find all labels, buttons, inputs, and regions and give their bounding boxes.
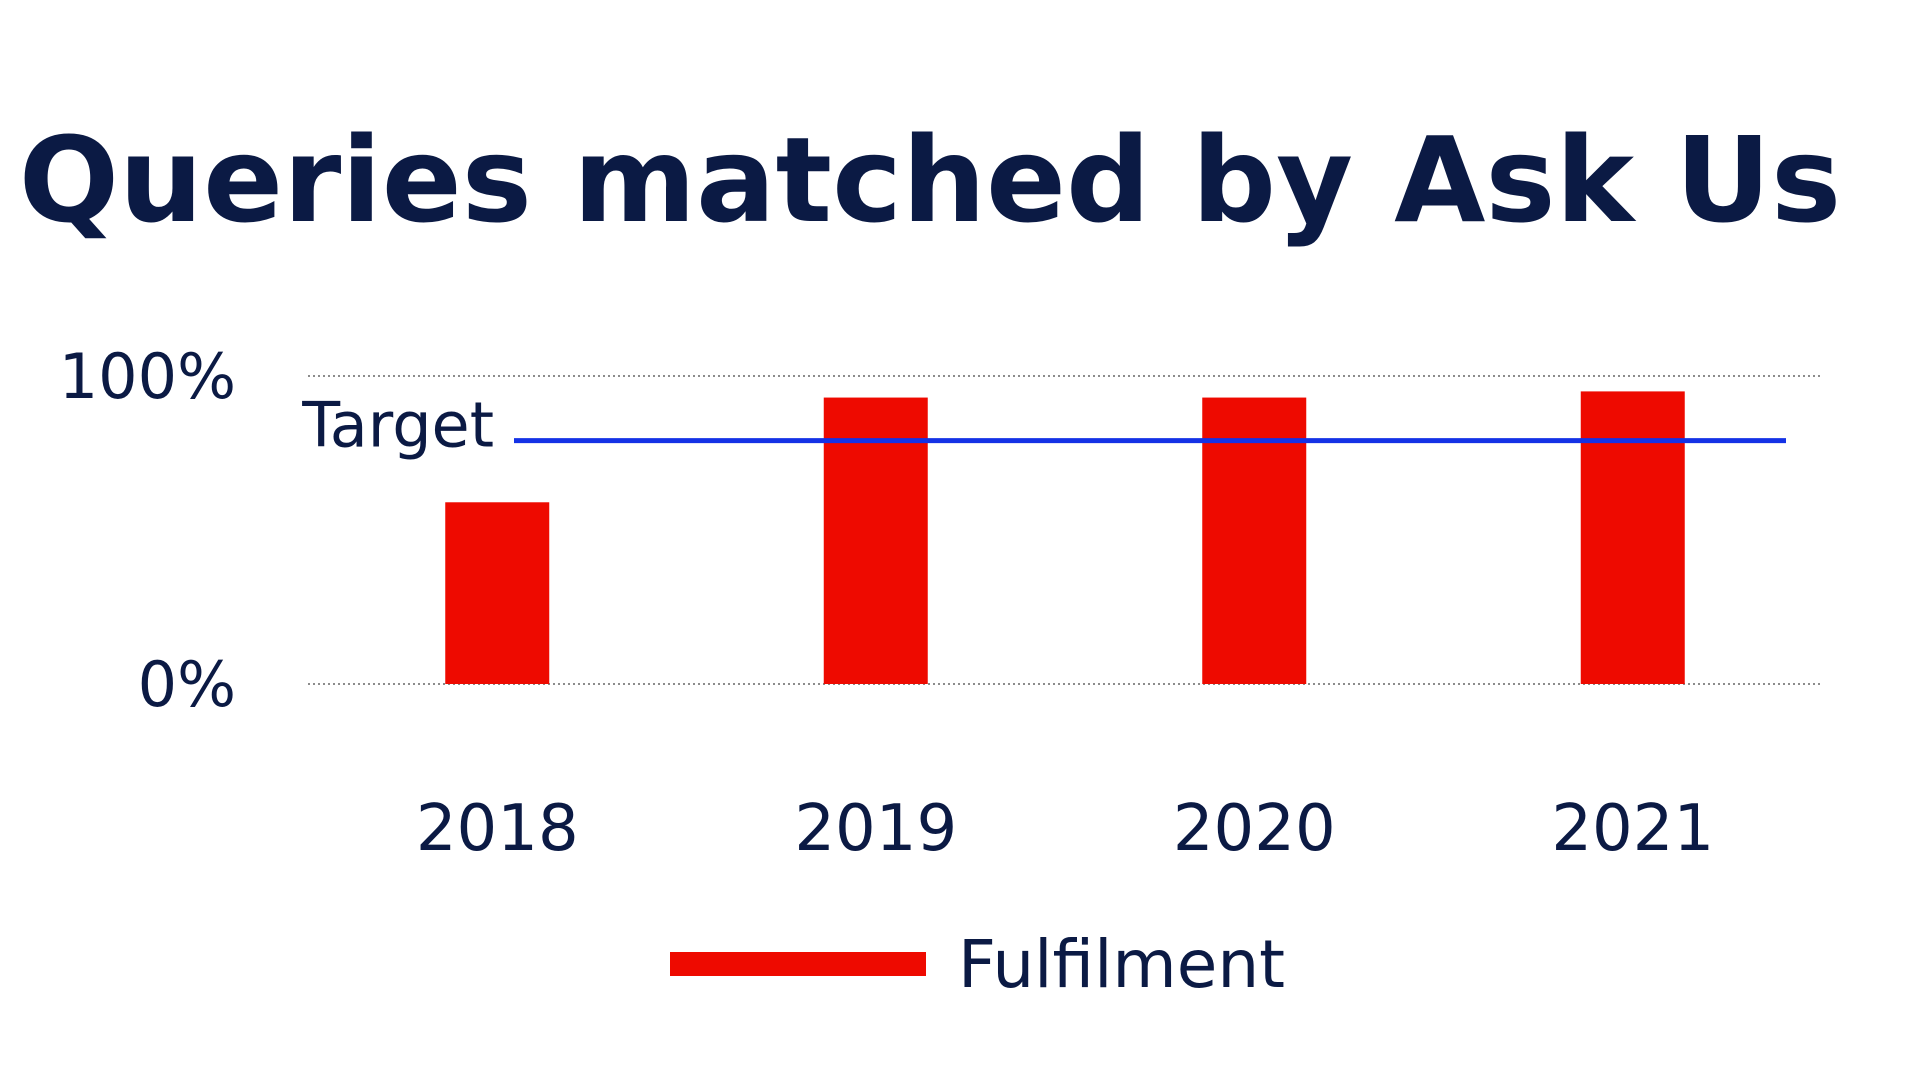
x-category-label: 2020 [1173, 792, 1336, 866]
target-line-group: Target [301, 389, 1786, 462]
x-category-label: 2021 [1551, 792, 1714, 866]
legend-swatch [670, 952, 926, 976]
bar [445, 502, 550, 684]
bar [1202, 397, 1307, 684]
y-tick-label: 0% [138, 648, 236, 721]
legend-label: Fulfilment [958, 926, 1285, 1003]
x-axis-categories: 2018 2019 2020 2021 [416, 792, 1714, 866]
gridlines [308, 375, 1822, 685]
x-category-label: 2018 [416, 792, 579, 866]
bars [445, 391, 1685, 684]
legend: Fulfilment [670, 926, 1285, 1003]
bar [1580, 391, 1685, 684]
target-label: Target [301, 389, 494, 462]
chart-title: Queries matched by Ask Us [18, 111, 1842, 249]
bar [823, 397, 928, 684]
y-tick-label: 100% [59, 340, 236, 413]
y-axis-ticks: 0% 100% [59, 340, 236, 721]
x-category-label: 2019 [794, 792, 957, 866]
